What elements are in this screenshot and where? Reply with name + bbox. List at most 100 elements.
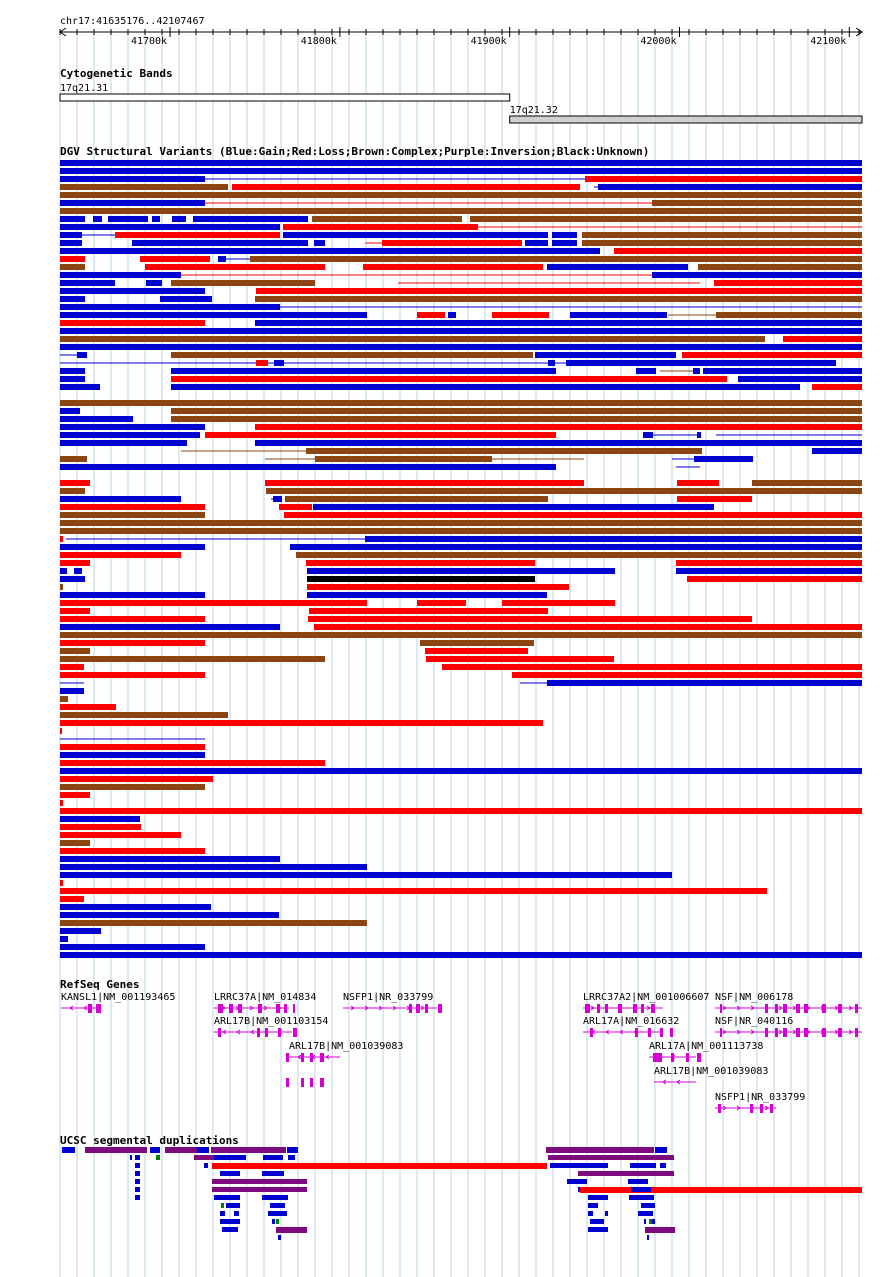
dgv-variant bbox=[60, 224, 280, 230]
dgv-variant bbox=[60, 480, 90, 486]
refseq-gene-exon bbox=[218, 1028, 221, 1037]
segdup-feature bbox=[135, 1179, 140, 1184]
dgv-variant bbox=[60, 296, 85, 302]
dgv-track-title: DGV Structural Variants (Blue:Gain;Red:L… bbox=[60, 145, 649, 158]
refseq-gene-exon bbox=[88, 1004, 92, 1013]
refseq-gene-label: ARL17A|NM_001113738 bbox=[649, 1041, 763, 1052]
refseq-strand-arrow bbox=[820, 1029, 825, 1035]
dgv-variant bbox=[171, 384, 800, 390]
cytoband-label: 17q21.31 bbox=[60, 83, 108, 94]
dgv-variant bbox=[313, 504, 714, 510]
dgv-variant bbox=[60, 880, 63, 886]
refseq-gene-exon bbox=[653, 1053, 662, 1062]
segdup-feature bbox=[156, 1155, 160, 1160]
refseq-track[interactable]: KANSL1|NM_001193465 LRRC37A|NM_014834 NSFP… bbox=[61, 992, 862, 1113]
refseq-strand-arrow bbox=[685, 1054, 690, 1060]
dgv-variant bbox=[812, 448, 862, 454]
dgv-variant bbox=[307, 592, 547, 598]
dgv-variant bbox=[255, 424, 862, 430]
dgv-variant bbox=[132, 240, 308, 246]
segdup-feature bbox=[288, 1155, 295, 1160]
segdup-feature bbox=[578, 1171, 674, 1176]
refseq-gene-exon bbox=[320, 1053, 324, 1062]
dgv-variant bbox=[60, 208, 862, 214]
dgv-variant bbox=[60, 568, 67, 574]
refseq-strand-arrow bbox=[778, 1029, 783, 1035]
segdup-feature bbox=[287, 1147, 298, 1153]
refseq-strand-arrow bbox=[722, 1029, 727, 1035]
dgv-variant bbox=[60, 272, 181, 278]
dgv-variant bbox=[566, 360, 836, 366]
segdup-feature bbox=[211, 1147, 286, 1153]
refseq-strand-arrow bbox=[736, 1029, 741, 1035]
dgv-variant bbox=[60, 328, 862, 334]
coordinate-ruler[interactable]: 41700k 41800k 41900k 42000k 42100k bbox=[59, 27, 863, 47]
refseq-strand-arrow bbox=[590, 1005, 595, 1011]
dgv-variant bbox=[255, 440, 862, 446]
refseq-gene-label: LRRC37A|NM_014834 bbox=[214, 992, 316, 1003]
dgv-variant bbox=[492, 312, 549, 318]
refseq-gene-label: ARL17B|NM_001039083 bbox=[289, 1041, 403, 1052]
segdup-feature bbox=[588, 1227, 608, 1232]
dgv-variant bbox=[698, 264, 862, 270]
dgv-variant bbox=[60, 400, 862, 406]
refseq-gene-exon bbox=[286, 1053, 289, 1062]
refseq-strand-arrow bbox=[736, 1105, 741, 1111]
dgv-variant bbox=[60, 504, 205, 510]
dgv-variant bbox=[643, 432, 653, 438]
dgv-variant bbox=[547, 264, 688, 270]
dgv-variant bbox=[614, 248, 862, 254]
dgv-variant bbox=[60, 648, 90, 654]
segdups-track[interactable] bbox=[62, 1147, 862, 1240]
dgv-variant bbox=[60, 688, 84, 694]
refseq-gene-label: ARL17B|NM_001039083 bbox=[654, 1066, 768, 1077]
segdup-feature bbox=[234, 1211, 239, 1216]
refseq-strand-arrow bbox=[392, 1005, 397, 1011]
refseq-strand-arrow bbox=[277, 1005, 282, 1011]
refseq-gene-label: LRRC37A2|NM_001006607 bbox=[583, 992, 709, 1003]
dgv-variant bbox=[60, 496, 181, 502]
dgv-variant bbox=[160, 296, 212, 302]
dgv-variant bbox=[60, 768, 862, 774]
dgv-variant bbox=[205, 432, 556, 438]
refseq-gene-label: NSFP1|NR_033799 bbox=[715, 1092, 805, 1103]
refseq-gene-exon bbox=[855, 1004, 858, 1013]
dgv-variant bbox=[145, 264, 325, 270]
segdup-feature bbox=[220, 1211, 225, 1216]
segdup-feature bbox=[270, 1203, 285, 1208]
dgv-variant bbox=[255, 320, 862, 326]
dgv-variant bbox=[60, 800, 63, 806]
segdup-feature bbox=[641, 1203, 655, 1208]
refseq-strand-arrow bbox=[848, 1029, 853, 1035]
dgv-track[interactable] bbox=[60, 160, 862, 958]
cytobands-track[interactable]: 17q21.31 17q21.32 bbox=[59, 83, 863, 124]
dgv-variant bbox=[315, 456, 492, 462]
dgv-variant bbox=[115, 232, 280, 238]
refseq-strand-arrow bbox=[662, 1079, 667, 1085]
dgv-variant bbox=[60, 544, 205, 550]
segdup-feature bbox=[197, 1147, 209, 1153]
dgv-variant bbox=[60, 248, 600, 254]
ruler-right-arrow bbox=[855, 27, 863, 37]
refseq-gene-exon bbox=[697, 1053, 701, 1062]
dgv-variant bbox=[60, 624, 280, 630]
dgv-variant bbox=[60, 904, 211, 910]
dgv-variant bbox=[60, 280, 115, 286]
dgv-variant bbox=[552, 240, 577, 246]
dgv-variant bbox=[417, 312, 445, 318]
refseq-strand-arrow bbox=[250, 1029, 255, 1035]
dgv-variant bbox=[171, 280, 315, 286]
dgv-variant bbox=[525, 240, 548, 246]
segdup-feature bbox=[567, 1179, 587, 1184]
segdup-feature bbox=[220, 1219, 240, 1224]
segdup-feature bbox=[580, 1187, 862, 1193]
refseq-gene-exon bbox=[597, 1004, 600, 1013]
refseq-strand-arrow bbox=[806, 1029, 811, 1035]
segdup-feature bbox=[212, 1163, 547, 1169]
refseq-strand-arrow bbox=[249, 1005, 254, 1011]
dgv-variant bbox=[426, 656, 614, 662]
refseq-strand-arrow bbox=[834, 1005, 839, 1011]
refseq-gene-exon bbox=[804, 1028, 808, 1037]
dgv-variant bbox=[585, 176, 862, 182]
